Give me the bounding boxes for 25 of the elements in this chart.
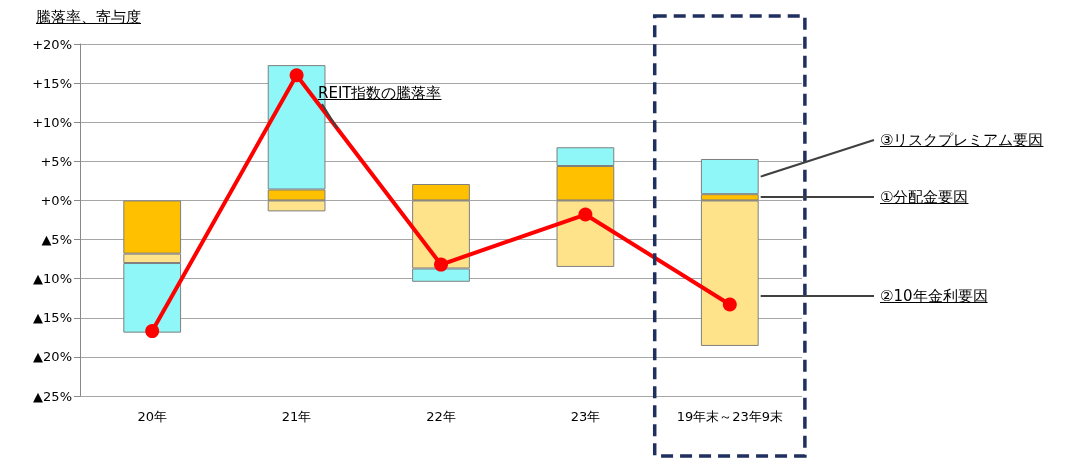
x-tick-label: 22年 [426,409,456,424]
y-axis-title: 騰落率、寄与度 [36,8,141,26]
x-tick-label: 19年末～23年9末 [676,409,783,424]
x-tick-label: 23年 [570,409,601,424]
y-tick-label: ▲20% [33,349,72,365]
point [289,68,304,83]
series-label: REIT指数の騰落率 [318,84,442,102]
text: ①分配金要因 [880,188,969,206]
y-tick-label: ▲5% [41,232,72,248]
text: ③リスクプレミアム要因 [880,131,1044,149]
point [578,207,593,222]
x-tick-label: 20年 [137,409,167,424]
point [145,324,160,339]
y-tick-label: +15% [32,75,72,91]
point [722,297,737,312]
y-tick-label: ▲25% [33,388,72,404]
x-tick-label: 21年 [281,409,312,424]
text: ②10年金利要因 [880,287,988,305]
y-tick-label: ▲15% [33,310,72,326]
y-tick-label: +0% [40,192,72,208]
y-tick-label: +5% [40,153,72,169]
y-tick-label: +10% [32,114,72,130]
y-tick-label: ▲10% [33,271,72,287]
point [434,257,448,272]
y-tick-label: +20% [32,36,72,52]
